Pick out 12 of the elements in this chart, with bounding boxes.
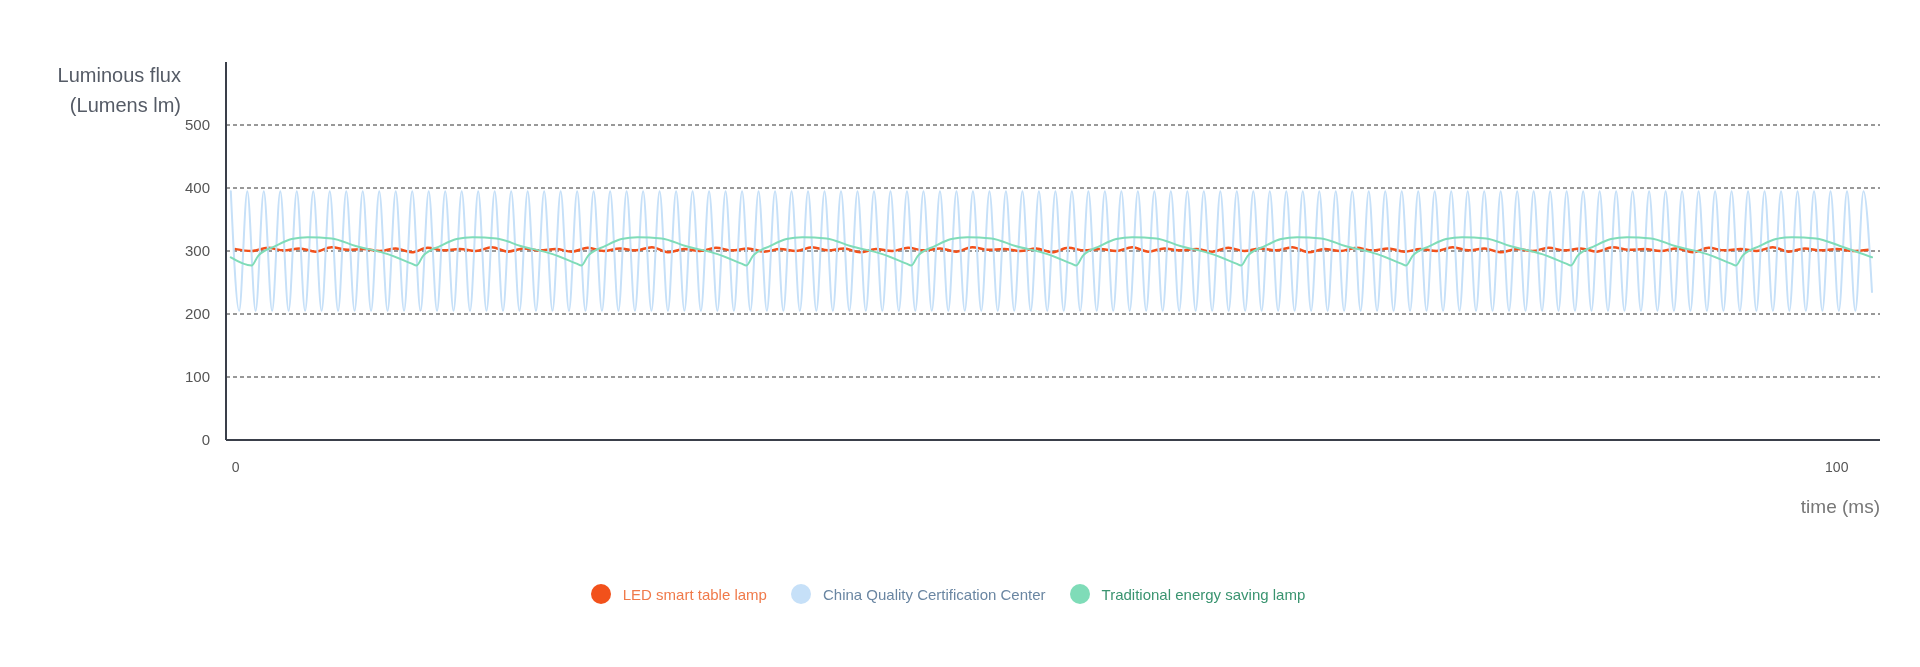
y-tick-label: 200 [184,305,210,323]
y-tick-label: 500 [184,116,210,134]
y-tick-label: 400 [184,179,210,197]
legend-label: China Quality Certification Center [822,585,1046,603]
y-tick-label: 100 [184,368,210,386]
legend-label: LED smart table lamp [622,585,767,603]
y-axis-title: Luminous flux (Lumens lm) [56,63,181,118]
y-tick-label: 300 [184,242,210,260]
y-tick-label: 0 [201,431,210,449]
line-series [229,236,1873,267]
legend-label: Traditional energy saving lamp [1101,585,1306,603]
x-axis-title: time (ms) [1800,496,1880,518]
